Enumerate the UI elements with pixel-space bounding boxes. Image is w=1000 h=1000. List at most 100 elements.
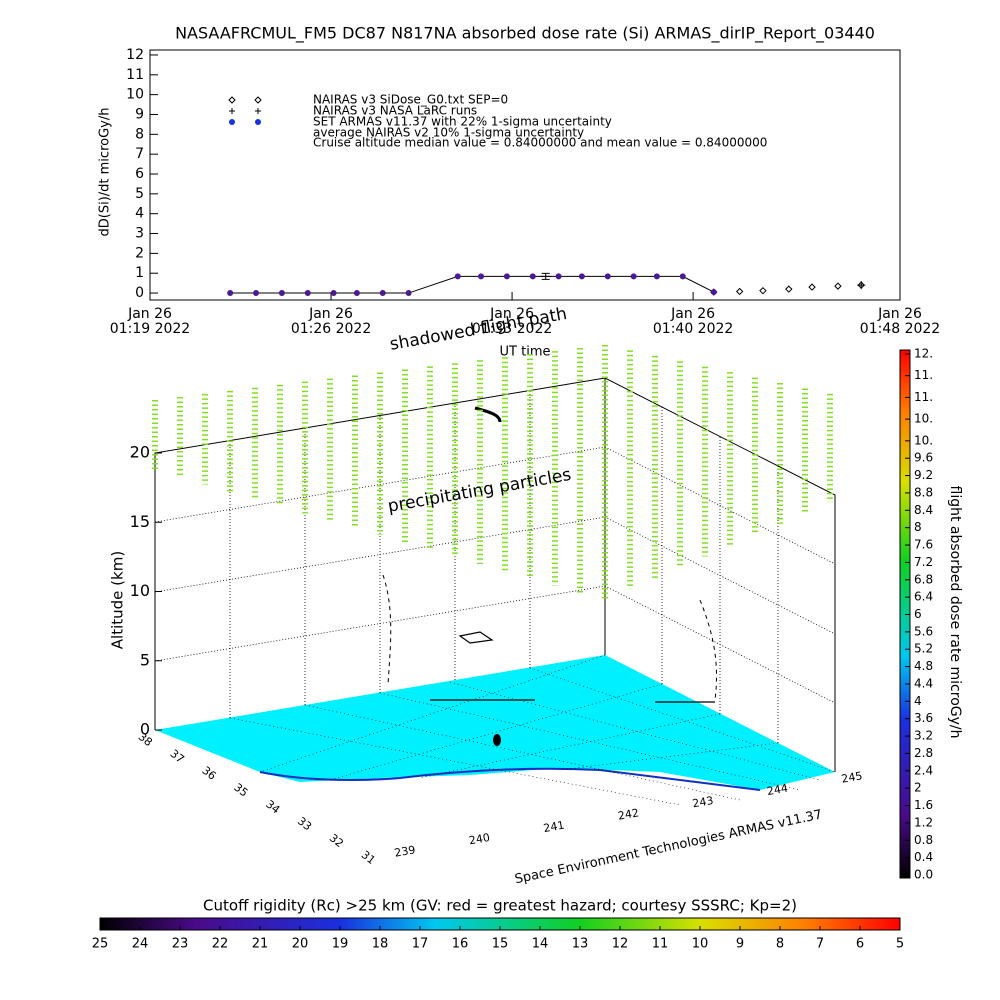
lon-tick-label: 239 [393,843,416,859]
y-axis-label: dD(Si)/dt microGy/h [98,108,113,237]
x-tick-label: Jan 26 01:48 2022 [860,306,940,337]
colorbar-tick-label: 8.4 [914,503,933,517]
point [710,289,717,296]
colorbar-tick-label: 4.8 [914,659,933,673]
x-tick-label: Jan 26 01:26 2022 [291,306,371,337]
colorbar-tick-label: 6 [856,937,864,952]
colorbar-tick-label: 22 [212,937,229,952]
point [555,273,562,280]
legend-symbol [229,108,235,114]
coast [259,767,761,791]
legend-symbol [229,108,235,114]
colorbar-tick-label: 8.8 [914,485,933,499]
lat-tick-label: 34 [263,798,282,817]
y-tick-label: 11 [126,67,144,83]
point [857,281,866,290]
legend-symbol [255,119,261,125]
chart-title: NASAAFRCMUL_FM5 DC87 N817NA absorbed dos… [175,24,875,44]
flight-mark [493,734,501,746]
legend-label: average NAIRAS v2 10% 1-sigma uncertaint… [313,126,584,140]
point [630,273,637,280]
flight-shadow [382,574,717,701]
annotation: Cruise altitude median value = 0.8400000… [313,136,767,150]
lat-tick-label: 35 [231,781,250,800]
colorbar-tick-label: 13 [572,937,589,952]
point [735,287,744,296]
colorbar-tick-label: 16 [452,937,469,952]
point [578,273,585,280]
floor [155,655,835,790]
z-tick-label: 10 [130,581,150,600]
point [278,290,285,297]
box-3d [152,345,836,806]
colorbar-label: flight absorbed dose rate microGy/h [947,486,963,739]
lat-tick-label: 38 [136,730,155,749]
x-tick-label: Jan 26 01:40 2022 [653,306,733,337]
legend-symbol [229,119,235,125]
legend-symbol [254,96,262,104]
colorbar-tick-label: 5.6 [914,624,933,638]
legend-label: SET ARMAS v11.37 with 22% 1-sigma uncert… [313,115,612,129]
colorbar-tick-label: 6.8 [914,572,933,586]
plot-frame [149,49,901,301]
point [304,290,311,297]
lon-tick-label: 245 [840,769,863,785]
series-line [230,275,715,294]
colorbar-tick-label: 0.0 [914,868,933,882]
point [808,283,816,291]
colorbar-tick-label: 3.2 [914,729,933,743]
y-tick-label: 12 [126,47,144,63]
point [227,290,234,297]
point [353,290,360,297]
point [834,282,842,290]
lat-tick-label: 36 [200,764,219,783]
colorbar-tick-label: 3.6 [914,711,933,725]
y-tick-label: 5 [135,186,144,202]
point [653,273,660,280]
colorbar-tick-label: 7.2 [914,555,933,569]
colorbar-tick-label: 12 [612,937,629,952]
colorbar-tick-label: 10. [914,412,933,426]
colorbar-tick-label: 17 [412,937,429,952]
point [253,290,260,297]
lat-tick-label: 33 [295,814,314,833]
colorbar-tick-label: 25 [92,937,109,952]
lon-tick-label: 240 [468,831,491,847]
colorbar-tick-label: 15 [492,937,509,952]
point [330,290,337,297]
legend-symbol [228,96,236,104]
colorbar-tick-label: 0.4 [914,850,933,864]
y-tick-label: 9 [135,106,144,122]
colorbar-tick-label: 9.2 [914,468,933,482]
colorbar-tick-label: 1.6 [914,798,933,812]
error-bar [540,272,551,280]
point [478,273,485,280]
point [503,273,510,280]
colorbar-tick-label: 10. [914,433,933,447]
lat-tick-label: 32 [327,831,346,850]
colorbar-tick-label: 8 [776,937,784,952]
colorbar-tick-label: 0.8 [914,833,933,847]
z-tick-label: 15 [130,512,150,531]
legend-symbol [228,96,236,104]
colorbar-tick-label: 2 [914,781,922,795]
y-tick-label: 0 [135,285,144,301]
colorbar-tick-label: 4.4 [914,676,933,690]
colorbar-tick-label: 9.6 [914,451,933,465]
colorbar-tick-label: 14 [532,937,549,952]
y-tick-label: 4 [135,206,144,222]
x-axis-label: UT time [500,345,551,360]
lon-tick-label: 242 [617,806,640,822]
z-tick-label: 0 [140,720,150,739]
point [785,285,793,293]
colorbar-tick-label: 1.2 [914,815,933,829]
legend-symbol [255,119,261,125]
colorbar-tick-label: 12. [914,347,933,361]
colorbar-tick-label: 6.4 [914,590,933,604]
colorbar-tick-label: 6 [914,607,922,621]
colorbar-tick-label: 23 [172,937,189,952]
lon-tick-label: 241 [542,819,565,835]
point [405,290,412,297]
point [604,273,611,280]
